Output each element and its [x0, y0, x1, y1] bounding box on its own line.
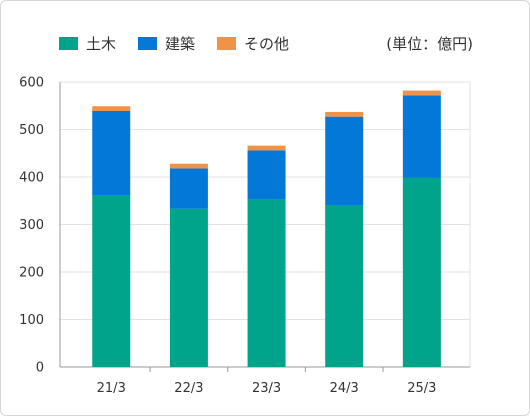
- bar-segment: [247, 199, 286, 367]
- legend-label-civil: 土木: [86, 35, 117, 53]
- y-tick-label: 300: [19, 218, 44, 233]
- bar-segment: [247, 145, 286, 151]
- bar-stack: [169, 163, 208, 367]
- legend-swatch-building: [138, 37, 158, 50]
- bar-segment: [402, 90, 441, 96]
- bar-stack: [325, 111, 364, 367]
- legend-label-other: その他: [244, 35, 290, 53]
- x-tick-label: 24/3: [330, 381, 359, 396]
- x-tick-label: 25/3: [407, 381, 436, 396]
- legend-label-building: 建築: [165, 35, 196, 53]
- bar-segment: [92, 110, 131, 196]
- y-tick-label: 100: [19, 313, 44, 328]
- y-tick-label: 0: [36, 361, 44, 376]
- x-tick-label: 21/3: [97, 381, 126, 396]
- bar-stack: [92, 106, 131, 367]
- bar-stack: [402, 90, 441, 367]
- y-tick-label: 500: [19, 123, 44, 138]
- bar-segment: [169, 163, 208, 169]
- y-tick-label: 200: [19, 266, 44, 281]
- bar-segment: [325, 111, 364, 117]
- bar-segment: [247, 150, 286, 200]
- x-tick-label: 23/3: [252, 381, 281, 396]
- legend-item-other: その他: [217, 33, 289, 54]
- legend-swatch-other: [217, 37, 237, 50]
- bar-segment: [402, 95, 441, 178]
- bar-stack: [247, 145, 286, 367]
- legend-swatch-civil: [59, 37, 78, 50]
- bar-segment: [169, 168, 208, 209]
- bar-segment: [92, 195, 131, 367]
- y-tick-label: 600: [19, 76, 44, 91]
- bar-segment: [325, 116, 364, 206]
- legend-item-building: 建築: [138, 33, 195, 54]
- bar-segment: [92, 106, 131, 111]
- bar-segment: [169, 208, 208, 367]
- unit-label: (単位：億円): [386, 35, 473, 53]
- bar-segment: [402, 177, 441, 367]
- bar-segment: [325, 205, 364, 367]
- legend: 土木 建築 その他: [59, 33, 311, 54]
- legend-item-civil: 土木: [59, 33, 116, 54]
- y-tick-label: 400: [19, 171, 44, 186]
- x-tick-label: 22/3: [174, 381, 203, 396]
